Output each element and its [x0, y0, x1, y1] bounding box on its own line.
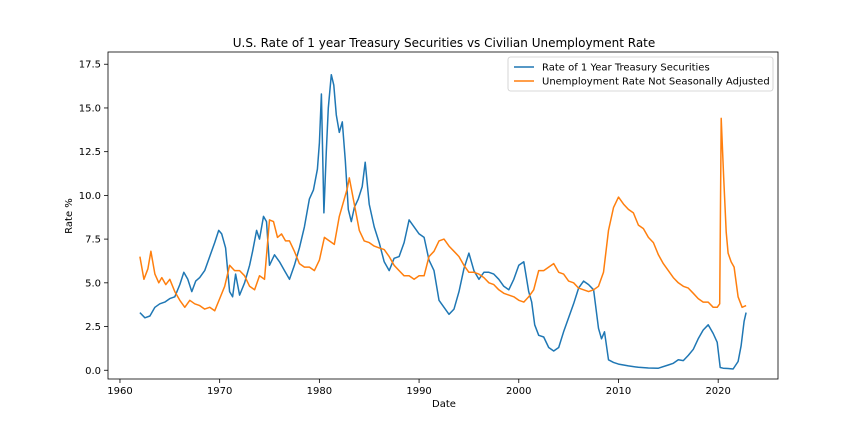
- x-tick-label: 1980: [307, 386, 332, 397]
- x-tick-label: 1970: [207, 386, 232, 397]
- x-tick-label: 1960: [107, 386, 132, 397]
- y-tick-label: 7.5: [85, 235, 101, 246]
- x-tick-label: 2000: [506, 386, 531, 397]
- y-tick-label: 10.0: [79, 191, 101, 202]
- y-tick-label: 0.0: [85, 366, 101, 377]
- series-line-2: [139, 117, 747, 312]
- x-axis-label: Date: [432, 399, 456, 410]
- x-tick-label: 2010: [606, 386, 631, 397]
- y-tick-label: 15.0: [79, 103, 101, 114]
- series-layer: [139, 73, 747, 370]
- chart-title: U.S. Rate of 1 year Treasury Securities …: [233, 36, 656, 50]
- x-axis-ticks: 1960 1970 1980 1990 2000 2010 2020: [107, 379, 731, 397]
- x-tick-label: 1990: [406, 386, 431, 397]
- y-tick-label: 12.5: [79, 147, 101, 158]
- y-tick-label: 2.5: [85, 322, 101, 333]
- x-tick-label: 2020: [705, 386, 730, 397]
- y-axis-ticks: 0.0 2.5 5.0 7.5 10.0 12.5 15.0 17.5: [79, 60, 108, 377]
- legend-label-2: Unemployment Rate Not Seasonally Adjuste…: [542, 77, 770, 88]
- y-tick-label: 17.5: [79, 60, 101, 71]
- legend: Rate of 1 Year Treasury Securities Unempl…: [507, 56, 774, 92]
- legend-label-1: Rate of 1 Year Treasury Securities: [542, 63, 710, 74]
- series-line-1: [139, 73, 747, 370]
- legend-box: [507, 56, 774, 92]
- y-tick-label: 5.0: [85, 278, 101, 289]
- axes-frame: [107, 51, 779, 380]
- y-axis-label: Rate %: [64, 198, 75, 234]
- plot-area: [107, 51, 779, 380]
